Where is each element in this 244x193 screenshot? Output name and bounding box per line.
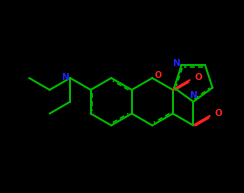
Text: N: N	[61, 73, 69, 82]
Text: O: O	[194, 74, 202, 82]
Text: N: N	[172, 59, 180, 68]
Text: N: N	[190, 91, 197, 100]
Text: O: O	[154, 71, 161, 80]
Text: O: O	[214, 109, 222, 118]
